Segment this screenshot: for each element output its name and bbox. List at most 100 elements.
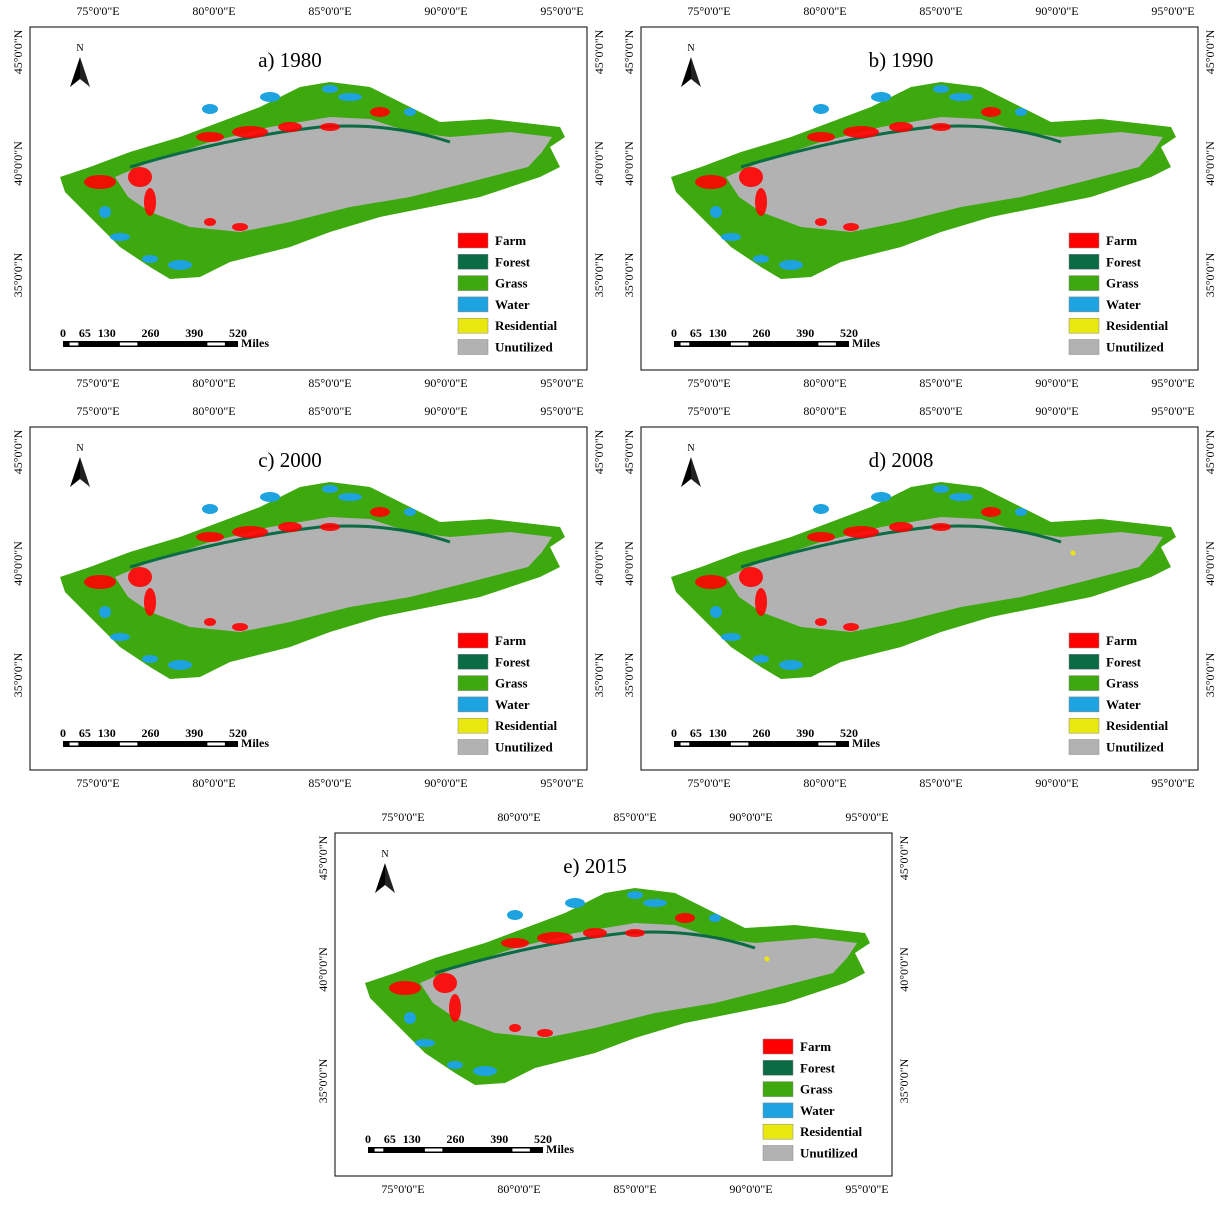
scale-label: 130 xyxy=(98,326,116,340)
legend-label: Unutilized xyxy=(800,1146,859,1161)
farm-patch xyxy=(815,218,827,226)
scale-bar-segment xyxy=(731,343,749,346)
legend-swatch xyxy=(763,1039,793,1054)
farm-patch xyxy=(196,532,224,542)
lat-label-right: 45°0'0"N xyxy=(592,429,606,474)
water-patch xyxy=(507,910,523,920)
farm-patch xyxy=(370,507,390,517)
water-patch xyxy=(260,92,280,102)
panel-title: e) 2015 xyxy=(563,854,627,878)
water-patch xyxy=(565,898,585,908)
farm-patch xyxy=(232,526,268,538)
scale-label: 390 xyxy=(185,726,203,740)
lat-label-right: 40°0'0"N xyxy=(1203,541,1217,586)
legend-label: Forest xyxy=(495,654,531,669)
legend-label: Grass xyxy=(1106,676,1139,691)
scale-bar-segment xyxy=(120,743,138,746)
legend-swatch xyxy=(763,1060,793,1075)
scale-label: 260 xyxy=(753,726,771,740)
scale-bar-segment xyxy=(425,1149,443,1152)
scale-label: 390 xyxy=(796,726,814,740)
lon-label-top: 90°0'0"E xyxy=(729,810,772,824)
lon-label-top: 85°0'0"E xyxy=(919,404,962,418)
water-patch xyxy=(779,660,803,670)
legend-label: Grass xyxy=(1106,276,1139,291)
lon-label-top: 90°0'0"E xyxy=(1035,4,1078,18)
scale-label: 0 xyxy=(671,726,677,740)
legend-swatch xyxy=(763,1103,793,1118)
legend-label: Forest xyxy=(495,254,531,269)
lon-label-top: 85°0'0"E xyxy=(308,4,351,18)
farm-patch xyxy=(144,588,156,616)
lon-label-bottom: 85°0'0"E xyxy=(308,376,351,390)
lat-label-right: 45°0'0"N xyxy=(1203,429,1217,474)
scale-label: 0 xyxy=(365,1132,371,1146)
farm-patch xyxy=(695,575,727,589)
water-patch xyxy=(643,899,667,907)
water-patch xyxy=(260,492,280,502)
north-label: N xyxy=(76,443,83,454)
water-patch xyxy=(110,233,130,241)
water-patch xyxy=(813,504,829,514)
legend-swatch xyxy=(458,254,488,269)
lat-label-left: 40°0'0"N xyxy=(11,541,25,586)
scale-bar-segment xyxy=(818,743,836,746)
farm-patch xyxy=(278,522,302,532)
water-patch xyxy=(322,85,338,93)
north-label: N xyxy=(687,43,694,54)
scale-bar-segment xyxy=(207,343,225,346)
legend-swatch xyxy=(1069,633,1099,648)
scale-label: 130 xyxy=(403,1132,421,1146)
lon-label-top: 75°0'0"E xyxy=(76,4,119,18)
scale-bar-segment xyxy=(375,1149,384,1152)
legend-swatch xyxy=(1069,740,1099,755)
farm-patch xyxy=(232,223,248,231)
water-patch xyxy=(813,104,829,114)
farm-patch xyxy=(278,122,302,132)
scale-label: 0 xyxy=(60,326,66,340)
lat-label-right: 45°0'0"N xyxy=(897,835,911,880)
scale-bar-segment xyxy=(681,743,690,746)
water-patch xyxy=(933,85,949,93)
farm-patch xyxy=(981,507,1001,517)
lat-label-right: 35°0'0"N xyxy=(592,652,606,697)
farm-patch xyxy=(889,522,913,532)
scale-label: 260 xyxy=(142,326,160,340)
water-patch xyxy=(871,92,891,102)
water-patch xyxy=(202,504,218,514)
water-patch xyxy=(338,493,362,501)
farm-patch xyxy=(815,618,827,626)
water-patch xyxy=(338,93,362,101)
scale-bar-segment xyxy=(731,743,749,746)
legend-swatch xyxy=(763,1124,793,1139)
legend-swatch xyxy=(458,740,488,755)
scale-unit: Miles xyxy=(852,336,880,350)
legend-swatch xyxy=(1069,297,1099,312)
water-patch xyxy=(142,655,158,663)
lon-label-top: 95°0'0"E xyxy=(540,404,583,418)
farm-patch xyxy=(232,623,248,631)
lon-label-top: 75°0'0"E xyxy=(381,810,424,824)
legend-label: Residential xyxy=(1106,318,1169,333)
scale-label: 390 xyxy=(185,326,203,340)
legend-swatch xyxy=(458,233,488,248)
water-patch xyxy=(949,93,973,101)
scale-bar-segment xyxy=(207,743,225,746)
scale-label: 260 xyxy=(753,326,771,340)
lon-label-bottom: 90°0'0"E xyxy=(424,776,467,790)
lon-label-top: 95°0'0"E xyxy=(1151,404,1194,418)
legend-swatch xyxy=(458,276,488,291)
lat-label-left: 45°0'0"N xyxy=(316,835,330,880)
lat-label-left: 40°0'0"N xyxy=(316,947,330,992)
farm-patch xyxy=(807,132,835,142)
lon-label-bottom: 85°0'0"E xyxy=(919,776,962,790)
legend-label: Forest xyxy=(800,1060,836,1075)
water-patch xyxy=(721,233,741,241)
legend-label: Residential xyxy=(800,1124,863,1139)
legend-swatch xyxy=(1069,340,1099,355)
water-patch xyxy=(99,206,111,218)
legend-label: Unutilized xyxy=(495,740,554,755)
legend-swatch xyxy=(458,676,488,691)
farm-patch xyxy=(931,123,951,131)
lon-label-bottom: 80°0'0"E xyxy=(803,376,846,390)
